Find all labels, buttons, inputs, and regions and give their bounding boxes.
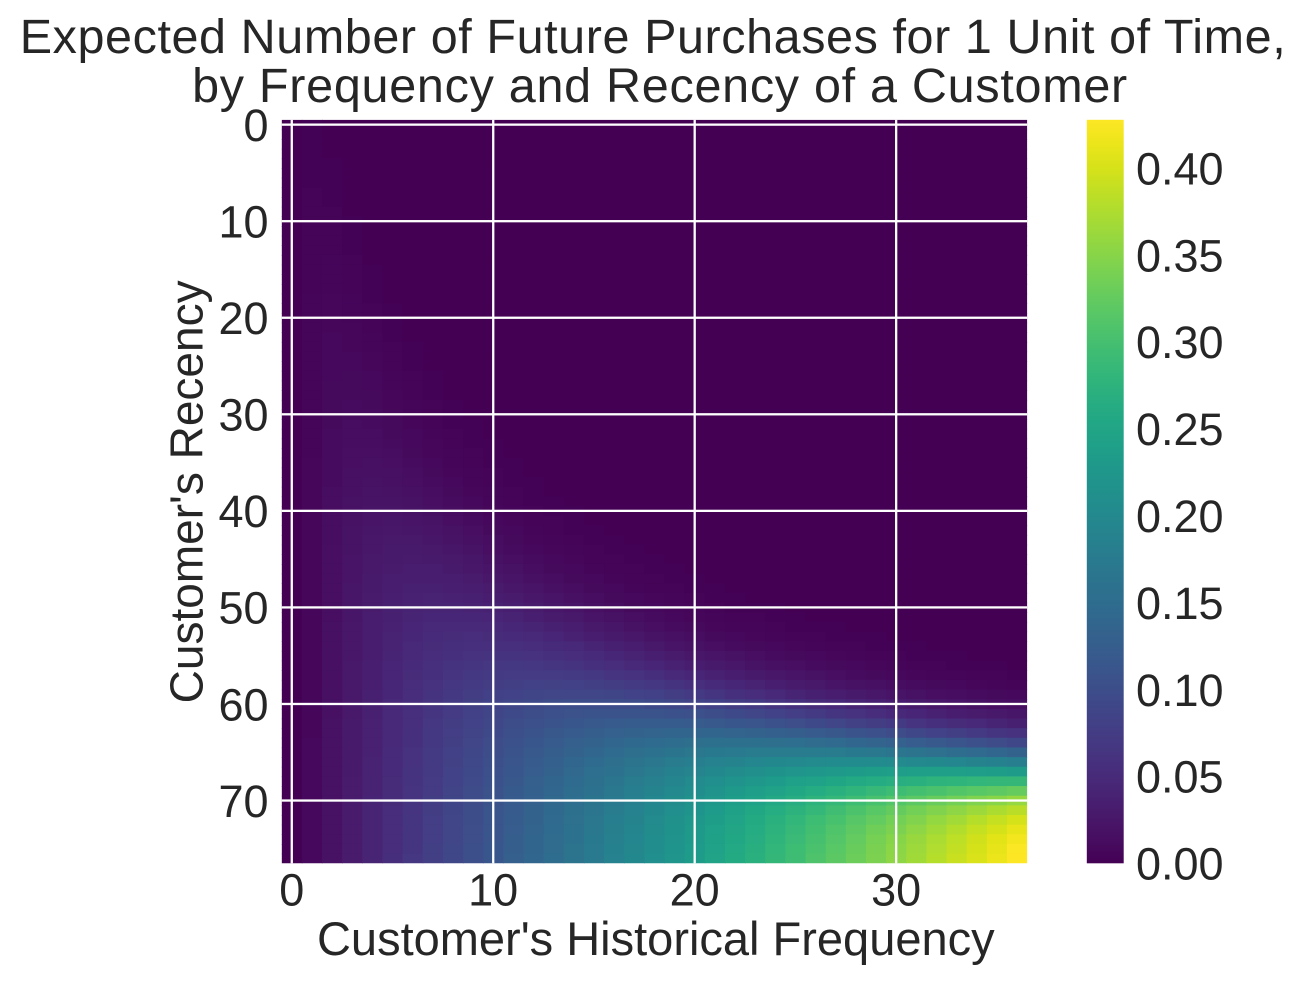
- svg-text:0.40: 0.40: [1136, 143, 1224, 194]
- svg-text:Customer's Recency: Customer's Recency: [161, 280, 213, 703]
- svg-text:0.05: 0.05: [1136, 752, 1224, 803]
- svg-text:0: 0: [243, 100, 268, 151]
- svg-text:60: 60: [218, 679, 268, 730]
- svg-text:by Frequency and Recency of a: by Frequency and Recency of a Customer: [192, 59, 1128, 113]
- svg-text:0: 0: [279, 865, 304, 916]
- svg-text:0.15: 0.15: [1136, 578, 1224, 629]
- svg-text:50: 50: [218, 583, 268, 634]
- svg-text:Customer's Historical Frequenc: Customer's Historical Frequency: [317, 912, 995, 965]
- svg-text:0.25: 0.25: [1136, 404, 1224, 455]
- svg-text:0.30: 0.30: [1136, 317, 1224, 368]
- svg-text:30: 30: [871, 865, 921, 916]
- svg-text:10: 10: [218, 197, 268, 248]
- svg-text:20: 20: [670, 865, 720, 916]
- svg-text:20: 20: [218, 293, 268, 344]
- svg-text:30: 30: [218, 390, 268, 441]
- svg-text:10: 10: [468, 865, 518, 916]
- svg-text:0.10: 0.10: [1136, 665, 1224, 716]
- svg-text:70: 70: [218, 776, 268, 827]
- svg-text:0.20: 0.20: [1136, 491, 1224, 542]
- svg-text:Expected Number of Future Purc: Expected Number of Future Purchases for …: [20, 10, 1287, 64]
- svg-text:40: 40: [218, 486, 268, 537]
- svg-text:0.00: 0.00: [1136, 839, 1224, 890]
- svg-text:0.35: 0.35: [1136, 230, 1224, 281]
